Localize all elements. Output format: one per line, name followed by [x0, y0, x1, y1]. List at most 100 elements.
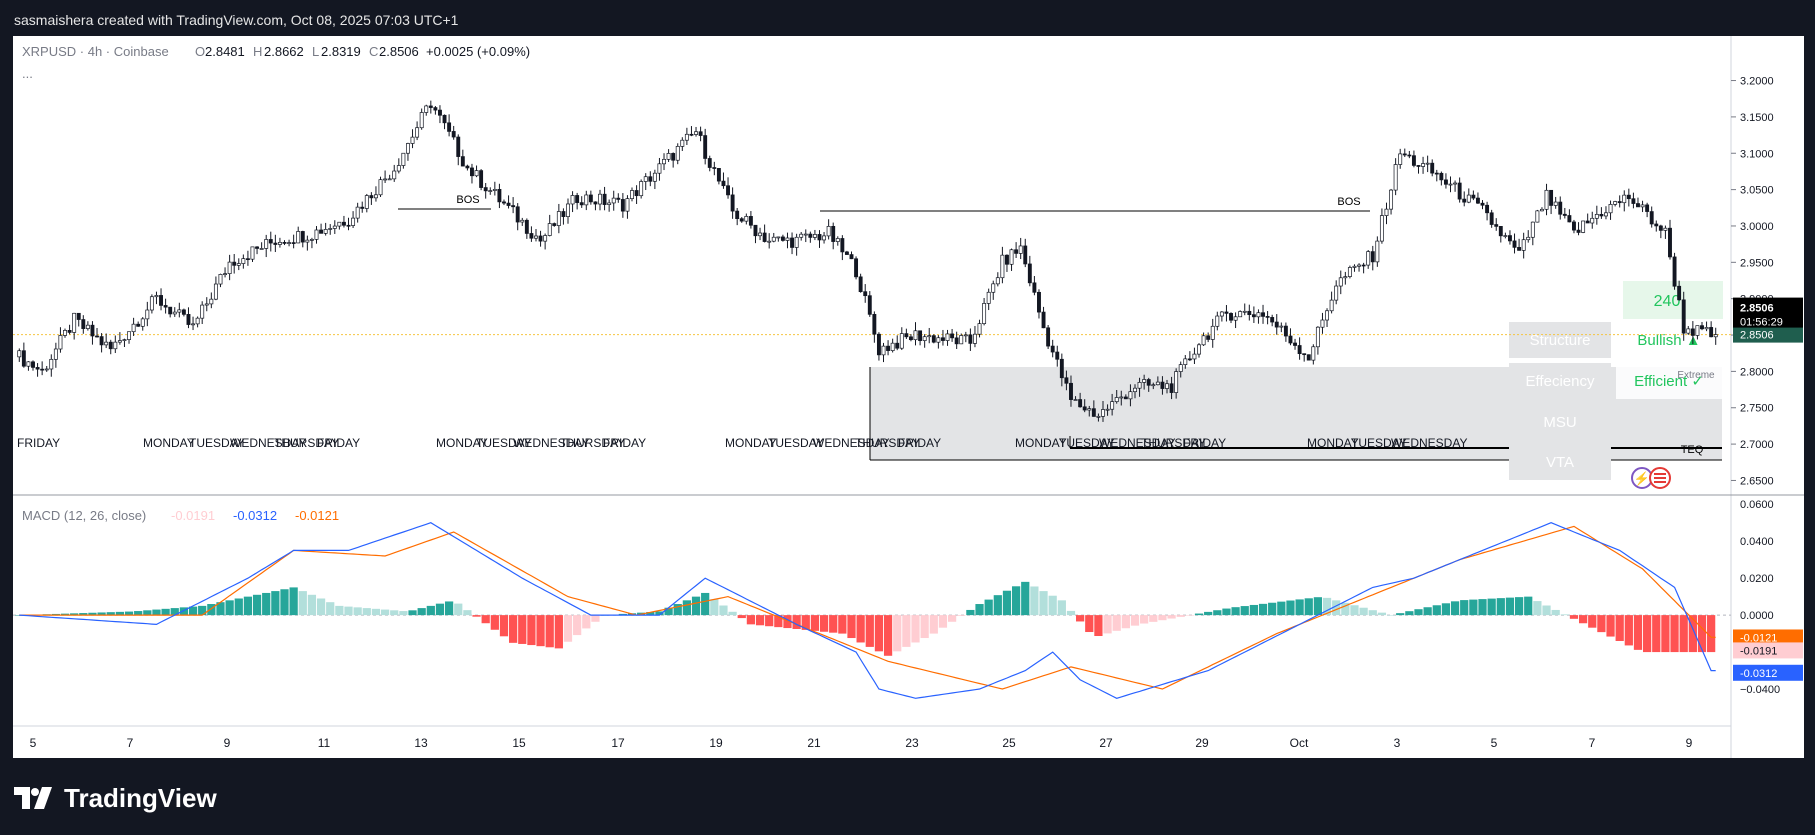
candle-up	[1155, 381, 1160, 386]
macd-tick-label: −0.0400	[1740, 684, 1780, 696]
macd-histogram-bar	[1707, 615, 1716, 653]
candle-up	[1178, 364, 1183, 372]
candle-up	[277, 242, 282, 245]
candle-up	[986, 291, 991, 304]
candle-up	[145, 309, 150, 320]
macd-histogram-bar	[865, 615, 874, 647]
panel-cell-msu	[1509, 404, 1611, 440]
symbol-label[interactable]: XRPUSD · 4h · Coinbase	[22, 44, 169, 59]
macd-histogram-bar	[838, 615, 847, 634]
candle-down	[1599, 213, 1604, 217]
ohlc-h-value: 2.8662	[264, 44, 304, 59]
candle-up	[85, 324, 90, 329]
candle-up	[1608, 204, 1613, 214]
candle-up	[657, 163, 662, 174]
candle-down	[1059, 358, 1064, 379]
macd-histogram-bar	[1140, 615, 1149, 624]
last-price-repeat-box	[1733, 327, 1803, 343]
candle-down	[442, 114, 447, 124]
candle-up	[1695, 325, 1700, 336]
candle-down	[99, 336, 104, 346]
candle-down	[502, 201, 506, 204]
candle-up	[236, 263, 241, 266]
macd-histogram-bar	[1496, 598, 1505, 616]
candle-down	[1091, 408, 1096, 417]
macd-histogram-bar	[1094, 615, 1103, 637]
candle-up	[1347, 267, 1352, 277]
day-label: TUESDAY	[1351, 436, 1407, 450]
candle-down	[872, 314, 877, 335]
ohlc-l-value: 2.8319	[321, 44, 361, 59]
candle-down	[511, 205, 516, 208]
macd-histogram-bar	[1588, 615, 1597, 628]
price-tick-label: 2.9500	[1740, 257, 1774, 269]
candle-up	[812, 234, 817, 238]
candle-up	[1581, 220, 1586, 233]
candle-down	[341, 221, 346, 226]
price-tick-label: 2.6500	[1740, 475, 1774, 487]
day-label: THURSDAY	[560, 436, 625, 450]
candle-up	[1352, 265, 1357, 268]
candle-down	[876, 333, 881, 356]
candle-up	[264, 239, 269, 249]
candle-up	[373, 194, 378, 199]
chart-frame[interactable]: BOS BOS TEQ 240 Structure Effeciency MSU…	[13, 36, 1804, 758]
candle-up	[991, 283, 996, 293]
legend-more-button[interactable]: ...	[22, 66, 33, 81]
us-flag-icon[interactable]	[1649, 467, 1671, 489]
candle-down	[1489, 212, 1494, 225]
candle-up	[1315, 326, 1320, 348]
macd-axis-badge-label: -0.0312	[1740, 668, 1777, 680]
time-axis-label: 17	[611, 736, 625, 750]
day-label: WEDNESDAY	[813, 436, 889, 450]
macd-histogram-bar	[1560, 614, 1569, 616]
candle-up	[822, 235, 827, 241]
candle-down	[579, 202, 584, 206]
candle-down	[255, 246, 260, 249]
candle-up	[223, 273, 228, 276]
chart-svg[interactable]: BOS BOS TEQ 240 Structure Effeciency MSU…	[13, 36, 1804, 758]
candle-down	[712, 167, 717, 169]
macd-histogram-bar	[298, 591, 307, 616]
macd-histogram-bar	[664, 607, 673, 616]
candle-up	[401, 152, 406, 166]
candle-up	[209, 298, 214, 305]
candle-up	[305, 239, 310, 243]
candle-down	[1677, 285, 1682, 301]
ohlc-h-label: H	[253, 44, 262, 59]
macd-histogram-bar	[847, 615, 856, 639]
candle-up	[556, 211, 561, 226]
time-axis-label: 15	[512, 736, 526, 750]
macd-histogram-bar	[1295, 599, 1304, 616]
macd-histogram-bar	[929, 615, 938, 634]
candle-up	[744, 216, 749, 222]
macd-histogram-bar	[1679, 615, 1688, 653]
macd-legend-label: MACD (12, 26, close)	[22, 508, 146, 523]
macd-histogram-bar	[1103, 615, 1112, 634]
time-axis-label: 11	[318, 736, 331, 750]
panel-cell-vta	[1509, 444, 1611, 480]
candle-up	[191, 323, 195, 326]
macd-histogram-bar	[1176, 615, 1185, 617]
svg-text:⚡: ⚡	[1634, 471, 1650, 487]
macd-histogram-bar	[1030, 586, 1039, 616]
tradingview-brand[interactable]: TradingView	[14, 780, 217, 816]
candle-up	[1375, 240, 1380, 263]
candle-down	[904, 333, 909, 338]
candle-up	[607, 202, 612, 205]
candle-down	[1690, 328, 1695, 336]
candle-up	[1526, 236, 1531, 241]
day-label: TUESDAY	[1059, 436, 1115, 450]
time-axis-label: 9	[224, 736, 231, 750]
candle-up	[995, 277, 1000, 285]
candle-down	[291, 242, 296, 244]
macd-histogram-bar	[819, 615, 829, 632]
macd-histogram-bar	[1524, 596, 1533, 616]
candle-up	[63, 330, 67, 336]
candle-up	[213, 283, 218, 300]
candle-down	[245, 258, 250, 261]
macd-histogram-bar	[829, 615, 838, 633]
candle-up	[1553, 201, 1558, 206]
macd-histogram-bar	[1350, 605, 1359, 616]
bottom-bar	[0, 762, 1815, 835]
